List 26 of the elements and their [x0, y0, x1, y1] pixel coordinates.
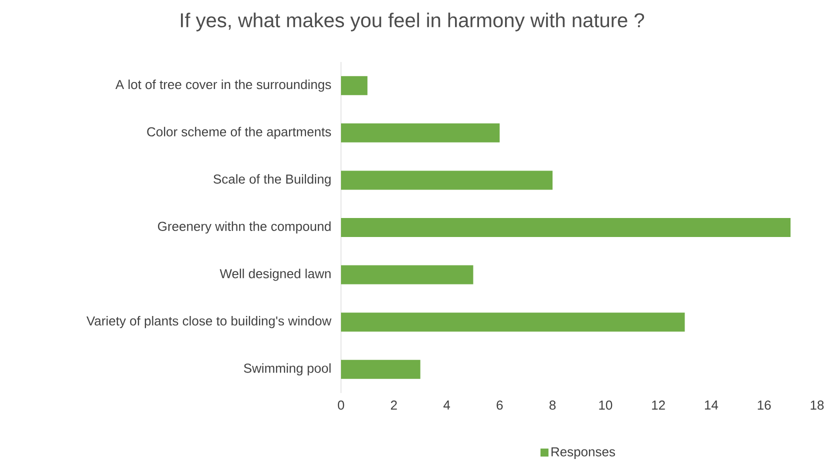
bar — [341, 170, 553, 190]
y-tick-label: Swimming pool — [244, 363, 331, 376]
bar — [341, 360, 420, 379]
x-tick-label: 14 — [704, 400, 718, 410]
x-tick-label: 4 — [443, 400, 450, 410]
bar — [341, 123, 500, 142]
bar — [341, 76, 368, 96]
legend-label: Responses — [552, 447, 616, 459]
y-tick-label: Greenery withn the compound — [158, 221, 331, 234]
x-tick-label: 18 — [810, 400, 824, 410]
x-tick-label: 6 — [496, 400, 503, 410]
x-tick-label: 12 — [652, 400, 665, 410]
y-tick-label: A lot of tree cover in the surroundings — [115, 80, 331, 92]
bar — [341, 265, 474, 284]
bar — [341, 218, 791, 237]
x-tick-label: 0 — [338, 400, 344, 410]
x-tick-label: 16 — [758, 400, 771, 410]
chart-title: If yes, what makes you feel in harmony with nature ? — [180, 12, 644, 32]
x-tick-label: 2 — [390, 400, 397, 410]
y-tick-label: Scale of the Building — [214, 174, 331, 186]
x-tick-label: 10 — [599, 400, 612, 410]
y-tick-label: Color scheme of the apartments — [147, 126, 331, 139]
bar — [341, 312, 685, 332]
y-tick-label: Well designed lawn — [220, 268, 331, 281]
x-tick-label: 8 — [550, 400, 556, 410]
y-tick-label: Variety of plants close to building's window — [86, 316, 332, 328]
